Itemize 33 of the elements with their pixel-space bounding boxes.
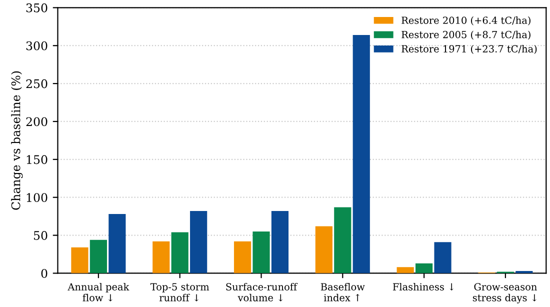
y-tick-label: 150 <box>26 155 48 164</box>
bar <box>71 247 88 274</box>
bar <box>90 240 107 274</box>
y-tick-label: 0 <box>41 268 48 278</box>
bar <box>352 34 370 274</box>
x-tick-label: Annual peak flow ↓ <box>68 282 130 302</box>
y-axis-title: Change vs baseline (%) <box>11 71 23 210</box>
y-tick-label: 100 <box>26 193 48 202</box>
bar <box>434 242 452 274</box>
x-tick-label: Flashiness ↓ <box>392 282 454 291</box>
y-tick-label: 50 <box>34 231 48 240</box>
x-tick-label: Baseflow index ↑ <box>320 282 365 302</box>
legend-label: Restore 1971 (+23.7 tC/ha) <box>402 44 537 54</box>
y-tick-label: 350 <box>26 3 48 12</box>
legend-label: Restore 2010 (+6.4 tC/ha) <box>402 16 530 26</box>
bar <box>152 241 170 274</box>
y-tick-label: 300 <box>26 41 48 50</box>
bar <box>271 211 289 274</box>
bar <box>108 214 126 274</box>
y-tick-label: 200 <box>26 117 48 126</box>
x-tick-label: Surface-runoff volume ↓ <box>226 282 298 302</box>
x-tick-label: Top-5 storm runoff ↓ <box>150 283 210 302</box>
bar <box>252 232 270 274</box>
bar <box>171 232 188 274</box>
bar <box>234 241 252 274</box>
legend-label: Restore 2005 (+8.7 tC/ha) <box>402 30 530 40</box>
bar <box>315 226 332 274</box>
bar <box>416 263 433 274</box>
x-tick-label: Grow-season stress days ↓ <box>472 283 537 304</box>
bar <box>334 207 352 274</box>
bar <box>396 267 414 274</box>
bar <box>190 211 208 274</box>
y-tick-label: 250 <box>26 79 48 88</box>
